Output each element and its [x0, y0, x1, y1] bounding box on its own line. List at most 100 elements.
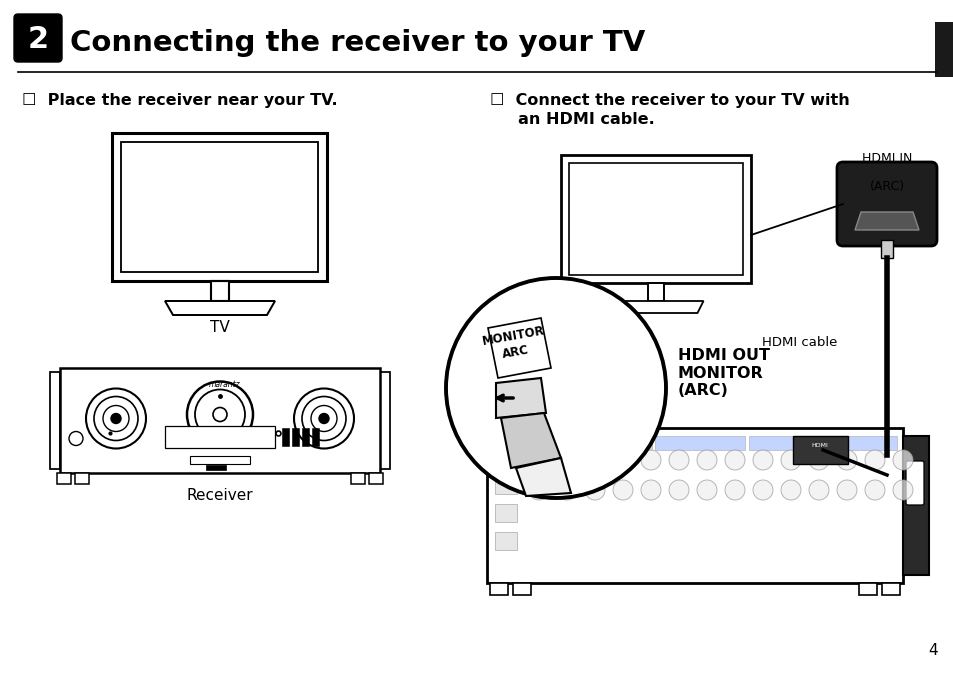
Bar [211, 281, 229, 301]
Circle shape [584, 480, 604, 500]
FancyBboxPatch shape [836, 162, 936, 246]
Bar [312, 427, 318, 446]
Text: ☐  Place the receiver near your TV.: ☐ Place the receiver near your TV. [22, 93, 337, 108]
Bar [486, 428, 902, 583]
Circle shape [697, 450, 717, 470]
Bar [538, 436, 594, 450]
Circle shape [724, 480, 744, 500]
Bar [748, 436, 838, 450]
Bar [121, 142, 318, 272]
Circle shape [892, 480, 912, 500]
Circle shape [194, 390, 245, 439]
Bar [934, 22, 953, 77]
Circle shape [864, 480, 884, 500]
Text: TV: TV [210, 320, 230, 335]
Bar [302, 427, 309, 446]
Bar [858, 583, 876, 595]
Text: HDMI OUT
MONITOR
(ARC): HDMI OUT MONITOR (ARC) [678, 348, 769, 398]
FancyBboxPatch shape [905, 461, 923, 505]
Bar [902, 436, 928, 575]
Bar [879, 455, 893, 475]
Circle shape [808, 450, 828, 470]
Bar [369, 473, 382, 484]
Circle shape [213, 407, 227, 421]
Circle shape [94, 396, 138, 441]
Circle shape [864, 450, 884, 470]
Circle shape [86, 388, 146, 448]
Polygon shape [488, 318, 551, 378]
Circle shape [103, 406, 129, 431]
Circle shape [892, 450, 912, 470]
Text: MONITOR: MONITOR [480, 324, 545, 348]
Circle shape [697, 480, 717, 500]
Circle shape [446, 278, 665, 498]
Bar [792, 436, 847, 464]
Polygon shape [496, 378, 545, 418]
Text: Receiver: Receiver [187, 488, 253, 503]
Bar [495, 448, 517, 466]
Text: (ARC): (ARC) [868, 180, 903, 193]
Bar [495, 476, 517, 494]
Text: marantz: marantz [209, 380, 240, 389]
Circle shape [111, 413, 121, 423]
Text: HDMI IN: HDMI IN [861, 152, 911, 165]
Bar [495, 532, 517, 550]
FancyBboxPatch shape [14, 14, 62, 62]
Text: an HDMI cable.: an HDMI cable. [490, 112, 654, 127]
Circle shape [640, 450, 660, 470]
Circle shape [529, 450, 548, 470]
Polygon shape [854, 212, 918, 230]
Bar [190, 456, 250, 464]
Circle shape [187, 382, 253, 448]
Text: ☐  Connect the receiver to your TV with: ☐ Connect the receiver to your TV with [490, 93, 849, 108]
Bar [560, 155, 750, 283]
Bar [112, 133, 327, 281]
Bar [841, 436, 896, 450]
Circle shape [668, 450, 688, 470]
Text: ARC: ARC [501, 343, 530, 361]
Circle shape [584, 450, 604, 470]
Circle shape [302, 396, 346, 441]
Bar [597, 436, 651, 450]
Circle shape [311, 406, 336, 431]
Bar [513, 583, 531, 595]
Circle shape [836, 480, 856, 500]
Circle shape [668, 480, 688, 500]
Bar [165, 425, 274, 448]
Text: HDMI: HDMI [811, 443, 827, 448]
Bar [495, 504, 517, 522]
Bar [50, 372, 60, 469]
Text: Connecting the receiver to your TV: Connecting the receiver to your TV [70, 29, 644, 57]
Bar [490, 583, 507, 595]
Circle shape [557, 450, 577, 470]
Bar [655, 436, 744, 450]
Polygon shape [165, 301, 274, 315]
Polygon shape [608, 301, 702, 313]
Circle shape [836, 450, 856, 470]
Circle shape [724, 450, 744, 470]
Bar [60, 368, 379, 473]
Circle shape [613, 450, 633, 470]
Bar [75, 473, 89, 484]
Polygon shape [516, 458, 571, 496]
Circle shape [557, 480, 577, 500]
Circle shape [752, 480, 772, 500]
Circle shape [613, 480, 633, 500]
Bar [647, 283, 663, 301]
Bar [568, 163, 742, 275]
Bar [882, 583, 899, 595]
Polygon shape [500, 413, 560, 468]
Bar [351, 473, 365, 484]
Bar [880, 240, 892, 258]
Circle shape [640, 480, 660, 500]
Circle shape [529, 480, 548, 500]
Bar [292, 427, 298, 446]
Bar [379, 372, 390, 469]
Circle shape [808, 480, 828, 500]
Bar [57, 473, 71, 484]
Text: 4: 4 [927, 643, 937, 658]
Text: HDMI cable: HDMI cable [761, 336, 837, 349]
Text: 2: 2 [28, 24, 49, 53]
Circle shape [752, 450, 772, 470]
Circle shape [69, 431, 83, 446]
